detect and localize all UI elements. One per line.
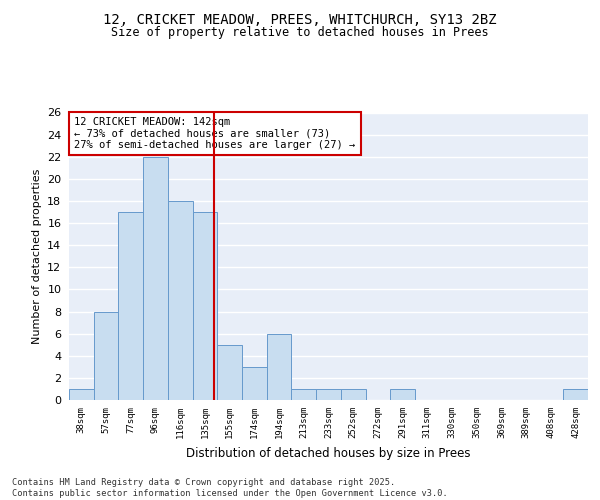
Bar — [563, 389, 588, 400]
Text: Contains HM Land Registry data © Crown copyright and database right 2025.
Contai: Contains HM Land Registry data © Crown c… — [12, 478, 448, 498]
Bar — [168, 201, 193, 400]
Bar — [316, 389, 341, 400]
Bar — [390, 389, 415, 400]
Text: 12 CRICKET MEADOW: 142sqm
← 73% of detached houses are smaller (73)
27% of semi-: 12 CRICKET MEADOW: 142sqm ← 73% of detac… — [74, 117, 355, 150]
Bar — [118, 212, 143, 400]
Bar — [341, 389, 365, 400]
Text: 12, CRICKET MEADOW, PREES, WHITCHURCH, SY13 2BZ: 12, CRICKET MEADOW, PREES, WHITCHURCH, S… — [103, 12, 497, 26]
Bar — [69, 389, 94, 400]
Bar — [94, 312, 118, 400]
Bar — [242, 367, 267, 400]
Bar — [193, 212, 217, 400]
Bar — [217, 344, 242, 400]
X-axis label: Distribution of detached houses by size in Prees: Distribution of detached houses by size … — [186, 447, 471, 460]
Bar — [267, 334, 292, 400]
Y-axis label: Number of detached properties: Number of detached properties — [32, 168, 41, 344]
Bar — [143, 156, 168, 400]
Text: Size of property relative to detached houses in Prees: Size of property relative to detached ho… — [111, 26, 489, 39]
Bar — [292, 389, 316, 400]
